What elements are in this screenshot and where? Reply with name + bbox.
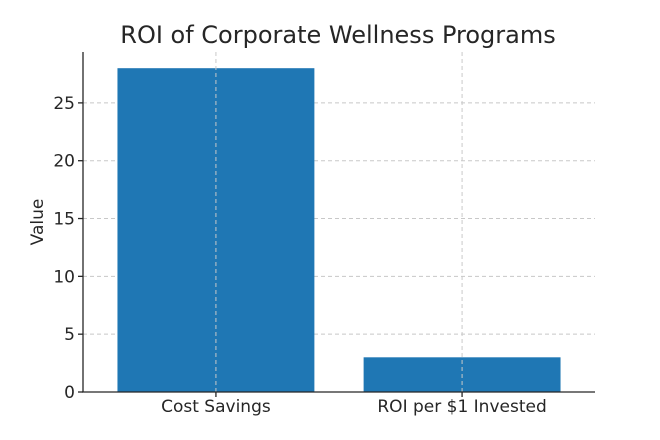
- y-tick-label: 5: [64, 325, 75, 345]
- x-tick-label: ROI per $1 Invested: [377, 397, 546, 417]
- y-tick-label: 15: [53, 210, 75, 230]
- bars: [117, 68, 561, 392]
- y-tick-label: 20: [53, 152, 75, 172]
- y-tick-label: 10: [53, 267, 75, 287]
- y-axis-label: Value: [28, 199, 48, 246]
- y-tick-label: 25: [53, 94, 75, 114]
- x-tick-label: Cost Savings: [161, 397, 271, 417]
- chart-title: ROI of Corporate Wellness Programs: [120, 21, 555, 49]
- x-axis-ticks: Cost Savings ROI per $1 Invested: [161, 392, 547, 417]
- vertical-grid-lines: [215, 52, 463, 392]
- y-tick-label: 0: [64, 383, 75, 403]
- y-axis-ticks: 0 5 10 15 20 25: [53, 94, 83, 403]
